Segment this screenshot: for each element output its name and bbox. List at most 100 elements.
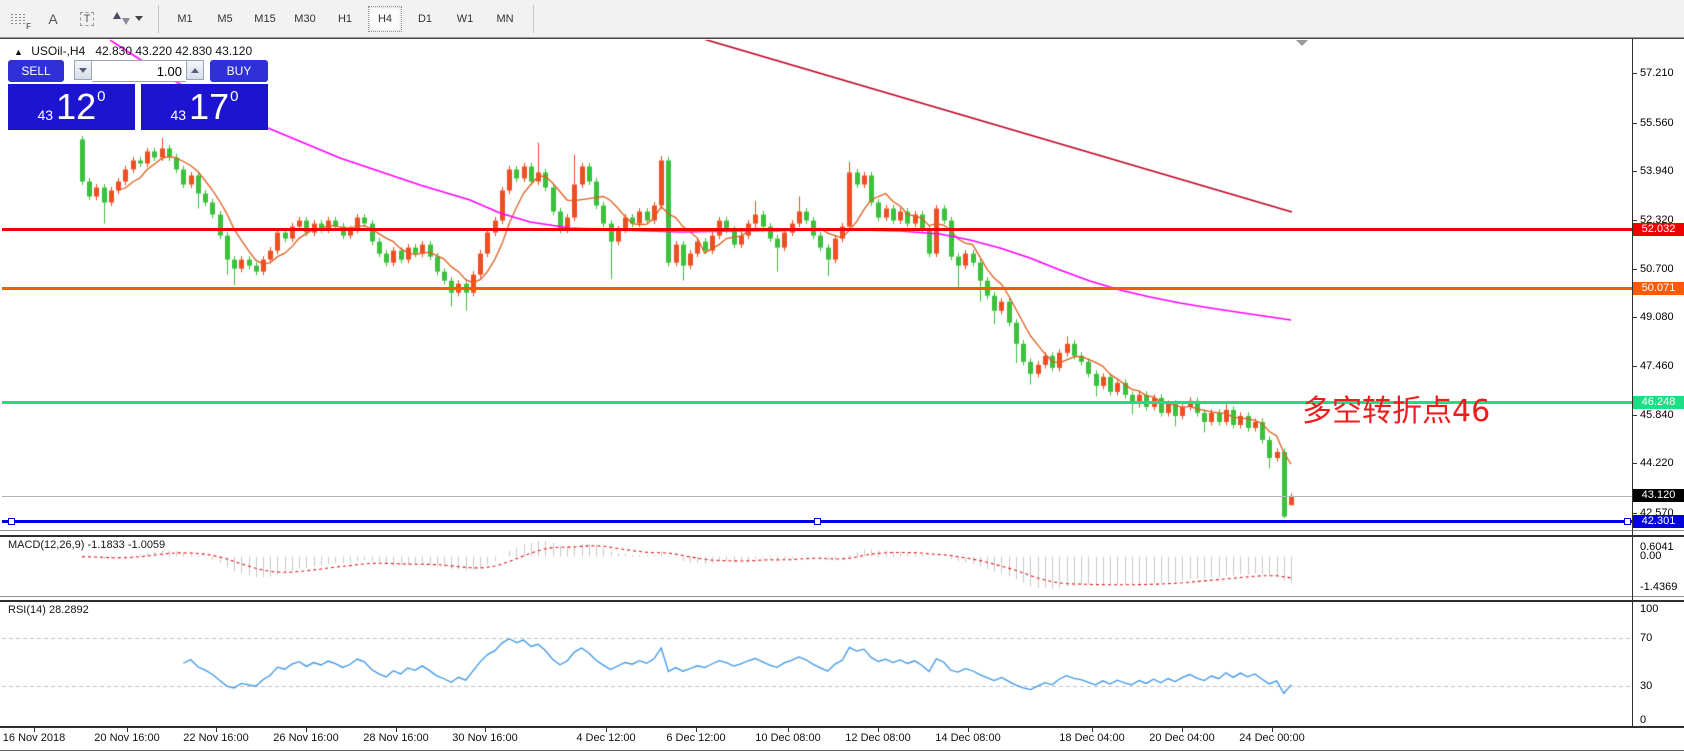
date-tick-label: 6 Dec 12:00 bbox=[666, 732, 726, 744]
level-price-tag: 50.071 bbox=[1633, 282, 1684, 295]
rsi-axis-label: 0 bbox=[1640, 714, 1647, 726]
date-tick-mark bbox=[788, 728, 789, 732]
window-bottom-border bbox=[0, 750, 1684, 751]
fibo-lines-button[interactable]: F bbox=[4, 5, 34, 33]
date-tick-label: 14 Dec 08:00 bbox=[935, 732, 1001, 744]
toolbar-separator bbox=[158, 4, 159, 33]
sell-price-point: 0 bbox=[97, 88, 106, 105]
volume-stepper bbox=[74, 60, 204, 82]
rsi-value: 28.2892 bbox=[48, 604, 89, 616]
price-tick-label: 53.940 bbox=[1640, 165, 1674, 178]
timeframe-button-h1[interactable]: H1 bbox=[337, 12, 353, 25]
macd-label: MACD(12,26,9) -1.1833 -1.0059 bbox=[8, 539, 166, 551]
toolbar: F A T M1 M5 M15 M30 H1 H4 D1 W1 MN bbox=[0, 0, 1684, 38]
horizontal-level-line-50.071[interactable] bbox=[2, 287, 1632, 290]
line-drag-handle[interactable] bbox=[814, 518, 821, 525]
price-axis-border bbox=[1632, 39, 1633, 728]
date-tick-label: 12 Dec 08:00 bbox=[845, 732, 911, 744]
level-price-tag: 52.032 bbox=[1633, 223, 1684, 236]
price-tick-label: 50.700 bbox=[1640, 262, 1674, 275]
price-tick-mark bbox=[1633, 317, 1637, 319]
price-tick-label: 45.840 bbox=[1640, 408, 1674, 421]
date-tick-mark bbox=[485, 728, 486, 732]
toolbar-separator bbox=[533, 4, 534, 33]
timeframe-group: M1 M5 M15 M30 H1 H4 D1 W1 MN bbox=[165, 5, 525, 32]
date-axis-border bbox=[0, 726, 1684, 728]
timeframe-button-m30[interactable]: M30 bbox=[294, 12, 316, 25]
volume-decrease-button[interactable] bbox=[74, 60, 92, 80]
rsi-axis-label: 30 bbox=[1640, 680, 1653, 692]
chevron-down-icon bbox=[135, 16, 143, 21]
line-drag-handle[interactable] bbox=[8, 518, 15, 525]
timeframe-button-w1[interactable]: W1 bbox=[456, 12, 474, 25]
macd-main-value: -1.1833 bbox=[87, 539, 125, 551]
buy-price-prefix: 43 bbox=[170, 107, 187, 123]
date-tick-label: 22 Nov 16:00 bbox=[183, 732, 249, 744]
price-tick-mark bbox=[1633, 122, 1637, 124]
one-click-trading-panel: SELL BUY 43 12 0 43 17 0 bbox=[8, 60, 268, 130]
panel-separator[interactable] bbox=[0, 600, 1684, 602]
text-label-icon: A bbox=[48, 10, 58, 27]
quote-line: ▲ USOil-,H4 42.830 43.220 42.830 43.120 bbox=[14, 44, 252, 58]
price-tick-mark bbox=[1633, 219, 1637, 221]
price-tick-label: 52.320 bbox=[1640, 213, 1674, 226]
text-label-button[interactable]: A bbox=[38, 5, 68, 33]
price-tick-mark bbox=[1633, 513, 1637, 514]
sell-price-pips: 12 bbox=[56, 86, 97, 127]
quote-arrow-icon: ▲ bbox=[14, 47, 23, 57]
timeframe-button-m15[interactable]: M15 bbox=[254, 12, 276, 25]
panel-separator[interactable] bbox=[0, 596, 1684, 597]
date-tick-label: 10 Dec 08:00 bbox=[755, 732, 821, 744]
date-tick-label: 4 Dec 12:00 bbox=[576, 732, 636, 744]
timeframe-button-m1[interactable]: M1 bbox=[177, 12, 193, 25]
date-tick-mark bbox=[306, 728, 307, 732]
line-drag-handle[interactable] bbox=[1624, 518, 1631, 525]
rsi-axis-label: 70 bbox=[1640, 632, 1653, 644]
timeframe-button-h4[interactable]: H4 bbox=[368, 5, 402, 32]
date-tick-mark bbox=[127, 728, 128, 732]
quote-ohlc: 42.830 43.220 42.830 43.120 bbox=[95, 44, 253, 58]
panel-separator[interactable] bbox=[0, 535, 1684, 537]
chart-window-top-border bbox=[0, 38, 1684, 39]
date-tick-mark bbox=[968, 728, 969, 732]
chart-text-annotation: 多空转折点46 bbox=[1302, 394, 1491, 429]
date-tick-mark bbox=[606, 728, 607, 732]
timeframe-button-m5[interactable]: M5 bbox=[217, 12, 233, 25]
buy-price-point: 0 bbox=[230, 88, 239, 105]
date-tick-label: 30 Nov 16:00 bbox=[452, 732, 518, 744]
panel-separator[interactable] bbox=[0, 530, 1684, 531]
date-tick-label: 20 Nov 16:00 bbox=[94, 732, 160, 744]
spin-up-icon bbox=[191, 67, 199, 73]
date-tick-label: 18 Dec 04:00 bbox=[1059, 732, 1125, 744]
buy-button[interactable]: BUY bbox=[210, 60, 268, 82]
horizontal-level-line-46.248[interactable] bbox=[2, 401, 1632, 404]
date-tick-mark bbox=[696, 728, 697, 732]
date-tick-label: 26 Nov 16:00 bbox=[273, 732, 339, 744]
buy-price-pips: 17 bbox=[189, 86, 230, 127]
volume-input[interactable] bbox=[92, 60, 186, 82]
sell-button[interactable]: SELL bbox=[8, 60, 64, 82]
volume-increase-button[interactable] bbox=[186, 60, 204, 80]
level-price-tag: 46.248 bbox=[1633, 396, 1684, 409]
date-tick-mark bbox=[1272, 728, 1273, 732]
chart-shift-marker-icon bbox=[1296, 40, 1308, 46]
buy-price-tile[interactable]: 43 17 0 bbox=[141, 84, 268, 130]
rsi-axis-label: 100 bbox=[1640, 603, 1659, 615]
price-tick-mark bbox=[1633, 463, 1637, 465]
macd-signal-value: -1.0059 bbox=[127, 539, 166, 551]
arrows-button[interactable] bbox=[106, 5, 150, 33]
text-box-icon: T bbox=[79, 11, 95, 26]
price-tick-label: 55.560 bbox=[1640, 116, 1674, 129]
sell-price-prefix: 43 bbox=[37, 107, 54, 123]
macd-axis-label: -1.4369 bbox=[1640, 581, 1678, 593]
quote-symbol: USOil-,H4 bbox=[31, 44, 86, 58]
timeframe-button-d1[interactable]: D1 bbox=[417, 12, 433, 25]
price-tick-label: 44.220 bbox=[1640, 457, 1674, 470]
sell-price-tile[interactable]: 43 12 0 bbox=[8, 84, 135, 130]
horizontal-level-line-52.032[interactable] bbox=[2, 228, 1632, 231]
text-box-button[interactable]: T bbox=[72, 5, 102, 33]
timeframe-button-mn[interactable]: MN bbox=[496, 12, 514, 25]
price-tick-mark bbox=[1633, 73, 1637, 74]
chart-canvas[interactable] bbox=[0, 0, 1632, 752]
